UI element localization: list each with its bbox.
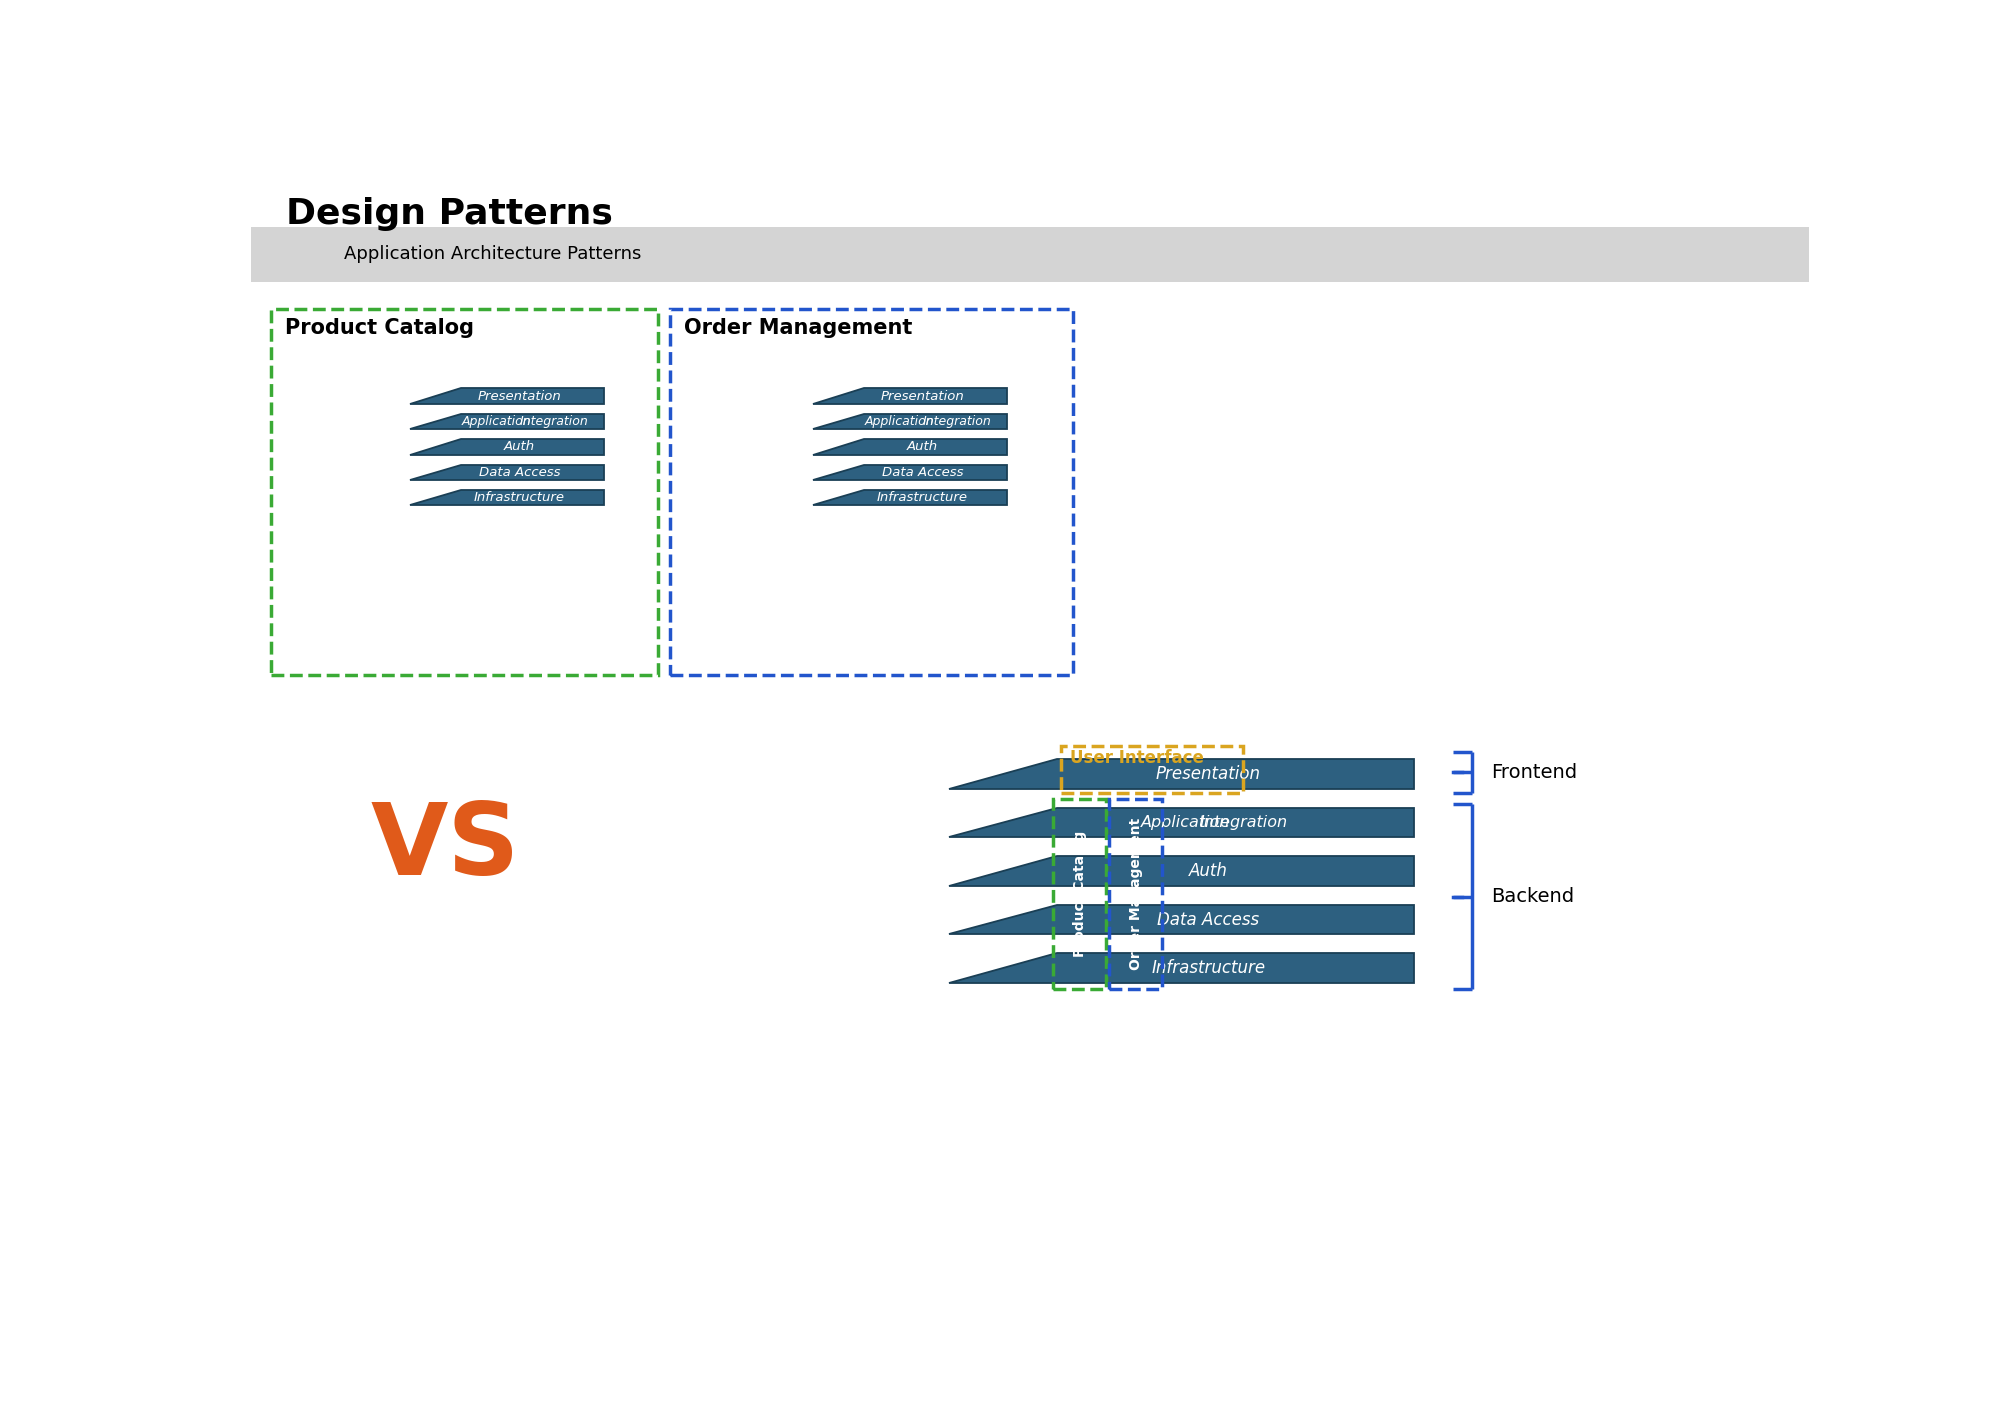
Text: Backend: Backend xyxy=(1491,888,1574,906)
Polygon shape xyxy=(949,856,1413,886)
Polygon shape xyxy=(814,439,1007,454)
Polygon shape xyxy=(410,464,603,480)
Text: Data Access: Data Access xyxy=(882,466,963,479)
Polygon shape xyxy=(949,905,1413,934)
Polygon shape xyxy=(814,388,1007,403)
Text: Data Access: Data Access xyxy=(1158,910,1260,929)
Text: Presentation: Presentation xyxy=(1156,765,1260,782)
Text: Auth: Auth xyxy=(505,440,535,453)
Polygon shape xyxy=(814,464,1007,480)
FancyBboxPatch shape xyxy=(251,227,1809,283)
Text: Order Management: Order Management xyxy=(683,318,913,338)
Text: Data Access: Data Access xyxy=(478,466,561,479)
Text: Integration: Integration xyxy=(923,415,991,427)
Polygon shape xyxy=(410,490,603,506)
Polygon shape xyxy=(410,413,603,429)
Text: Infrastructure: Infrastructure xyxy=(474,491,565,504)
Polygon shape xyxy=(949,953,1413,983)
Text: User Interface: User Interface xyxy=(1071,748,1204,767)
Polygon shape xyxy=(949,808,1413,838)
Polygon shape xyxy=(949,760,1413,788)
Text: Application: Application xyxy=(1140,815,1230,831)
Text: VS: VS xyxy=(370,799,521,896)
Text: Integration: Integration xyxy=(1200,815,1286,831)
Text: Order Management: Order Management xyxy=(1128,818,1142,970)
Text: Infrastructure: Infrastructure xyxy=(876,491,969,504)
Text: Integration: Integration xyxy=(521,415,589,427)
Polygon shape xyxy=(814,490,1007,506)
Text: Frontend: Frontend xyxy=(1491,763,1578,781)
Text: Application: Application xyxy=(864,415,935,427)
Text: Presentation: Presentation xyxy=(880,389,965,402)
Text: Application Architecture Patterns: Application Architecture Patterns xyxy=(344,244,641,263)
Polygon shape xyxy=(410,439,603,454)
Text: Design Patterns: Design Patterns xyxy=(285,197,613,231)
Text: Application: Application xyxy=(462,415,531,427)
Text: Auth: Auth xyxy=(907,440,939,453)
Polygon shape xyxy=(410,388,603,403)
Polygon shape xyxy=(814,413,1007,429)
Text: Product Catalog: Product Catalog xyxy=(285,318,474,338)
Text: Product Catalog: Product Catalog xyxy=(1073,831,1087,957)
Text: Infrastructure: Infrastructure xyxy=(1152,959,1266,977)
Text: Presentation: Presentation xyxy=(478,389,561,402)
Text: Auth: Auth xyxy=(1190,862,1228,880)
